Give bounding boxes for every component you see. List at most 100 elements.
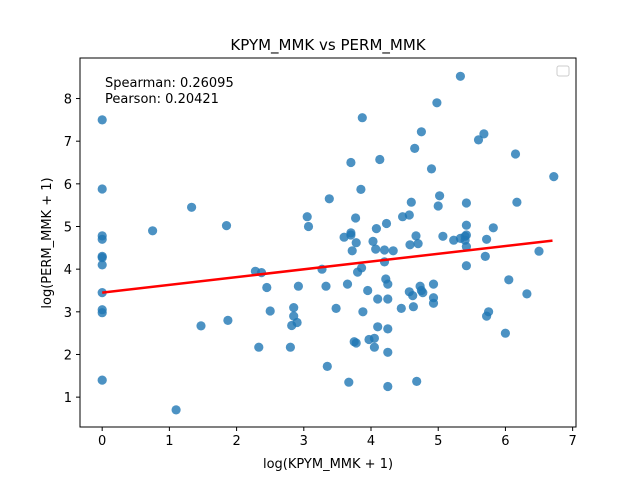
legend-box bbox=[556, 65, 570, 77]
data-point bbox=[196, 321, 206, 331]
x-tick-label: 4 bbox=[367, 434, 375, 449]
data-point bbox=[97, 260, 107, 270]
data-point bbox=[148, 226, 158, 236]
data-point bbox=[438, 231, 448, 241]
data-point bbox=[371, 244, 381, 254]
data-point bbox=[408, 291, 418, 301]
data-point bbox=[408, 302, 418, 312]
data-point bbox=[383, 324, 393, 334]
data-point bbox=[482, 234, 492, 244]
data-point bbox=[488, 223, 498, 233]
data-point bbox=[265, 306, 275, 316]
data-point bbox=[379, 245, 390, 255]
x-tick-label: 5 bbox=[434, 434, 442, 449]
data-point bbox=[351, 213, 361, 223]
data-point bbox=[461, 242, 471, 252]
data-point bbox=[484, 307, 494, 317]
data-point bbox=[461, 220, 471, 230]
data-point bbox=[97, 234, 107, 244]
data-point bbox=[351, 338, 361, 348]
y-tick-label: 1 bbox=[64, 391, 72, 406]
data-point bbox=[285, 342, 295, 352]
data-point bbox=[435, 191, 445, 201]
data-point bbox=[322, 361, 332, 371]
data-point bbox=[479, 129, 489, 139]
data-point bbox=[357, 113, 367, 123]
y-tick-label: 5 bbox=[64, 221, 72, 236]
data-point bbox=[375, 154, 385, 165]
y-tick-label: 2 bbox=[64, 348, 72, 363]
x-tick-label: 2 bbox=[232, 434, 240, 449]
data-point bbox=[418, 288, 428, 298]
data-point bbox=[344, 377, 354, 387]
data-point bbox=[534, 246, 544, 256]
data-point bbox=[356, 184, 366, 194]
y-tick-label: 6 bbox=[64, 178, 72, 193]
regression-line bbox=[102, 239, 553, 294]
data-point bbox=[504, 275, 514, 285]
y-tick-label: 7 bbox=[64, 135, 72, 150]
data-point bbox=[383, 381, 393, 392]
data-point bbox=[428, 298, 439, 308]
x-tick-label: 0 bbox=[98, 434, 106, 449]
data-point bbox=[357, 263, 367, 273]
data-point bbox=[97, 115, 107, 125]
data-point bbox=[331, 303, 341, 313]
data-point bbox=[412, 376, 422, 386]
data-point bbox=[404, 210, 414, 220]
data-point bbox=[97, 253, 107, 263]
data-point bbox=[396, 303, 406, 313]
data-point bbox=[346, 157, 356, 168]
data-point bbox=[461, 198, 471, 208]
data-point bbox=[371, 224, 381, 234]
y-tick-label: 4 bbox=[64, 263, 72, 278]
y-axis-label: log(PERM_MMK + 1) bbox=[40, 177, 55, 308]
x-axis-label: log(KPYM_MMK + 1) bbox=[263, 457, 393, 472]
data-point bbox=[549, 172, 559, 182]
data-point bbox=[405, 240, 415, 250]
data-point bbox=[406, 197, 416, 207]
data-point bbox=[97, 308, 107, 318]
data-point bbox=[187, 202, 197, 212]
data-point bbox=[411, 231, 421, 241]
data-point bbox=[363, 285, 373, 296]
y-tick-label: 8 bbox=[64, 93, 72, 108]
data-point bbox=[358, 307, 368, 317]
x-tick-label: 6 bbox=[501, 434, 509, 449]
data-point bbox=[373, 322, 383, 332]
data-point bbox=[171, 405, 181, 415]
data-point bbox=[383, 279, 393, 289]
data-point bbox=[223, 315, 233, 325]
data-point bbox=[461, 261, 471, 271]
data-point bbox=[500, 328, 510, 338]
data-point bbox=[388, 246, 398, 256]
data-point bbox=[302, 212, 312, 222]
data-point bbox=[368, 236, 378, 246]
axes-frame bbox=[79, 57, 577, 428]
data-point bbox=[428, 279, 439, 289]
data-point bbox=[289, 303, 299, 313]
data-point bbox=[512, 197, 522, 207]
data-point bbox=[433, 201, 443, 211]
data-point bbox=[221, 221, 232, 231]
data-point bbox=[351, 238, 361, 248]
pearson-annotation: Pearson: 0.20421 bbox=[105, 92, 219, 107]
data-point bbox=[97, 184, 107, 194]
data-point bbox=[324, 194, 334, 204]
data-point bbox=[292, 317, 302, 328]
data-point bbox=[455, 71, 465, 81]
data-point bbox=[410, 143, 420, 153]
x-tick-label: 7 bbox=[568, 434, 576, 449]
data-point bbox=[426, 164, 437, 174]
data-point bbox=[342, 279, 353, 289]
data-point bbox=[303, 221, 314, 232]
data-point bbox=[97, 375, 107, 385]
x-tick-label: 1 bbox=[165, 434, 173, 449]
data-point bbox=[461, 230, 471, 240]
annotations: Spearman: 0.26095 Pearson: 0.20421 bbox=[105, 76, 234, 107]
data-point bbox=[510, 149, 521, 159]
data-point bbox=[347, 246, 357, 256]
data-point bbox=[321, 281, 331, 291]
